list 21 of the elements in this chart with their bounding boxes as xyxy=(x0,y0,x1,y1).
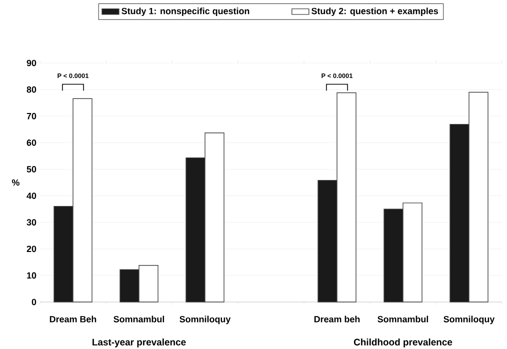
x-tick-label: Somnambul xyxy=(114,316,164,322)
y-tick-label: 0 xyxy=(32,298,36,306)
y-tick-label: 20 xyxy=(26,246,36,252)
y-tick-label: 80 xyxy=(26,86,36,93)
y-tick-label: 30 xyxy=(26,219,36,226)
text: Childhood prevalence xyxy=(354,338,452,348)
y-tick-label: 50 xyxy=(26,166,36,172)
y-tick-label: 10 xyxy=(27,272,36,279)
y-tick-label: 90 xyxy=(26,60,36,66)
legend-label: Study 1: nonspecific question xyxy=(122,8,250,16)
text: Last-year prevalence xyxy=(92,338,186,348)
legend-label: Study 2: question + examples xyxy=(311,8,438,16)
x-tick-label: Somniloquy xyxy=(444,316,495,324)
y-tick-label: 60 xyxy=(26,139,36,146)
x-tick-label: Dream beh xyxy=(314,316,360,322)
y-tick-label: 40 xyxy=(26,192,36,199)
y-tick-label: 70 xyxy=(26,112,36,120)
x-tick-label: Somniloquy xyxy=(180,316,231,324)
y-axis-title: % xyxy=(12,179,20,186)
x-tick-label: Dream Beh xyxy=(50,316,96,322)
x-tick-label: Somnambul xyxy=(378,316,428,322)
